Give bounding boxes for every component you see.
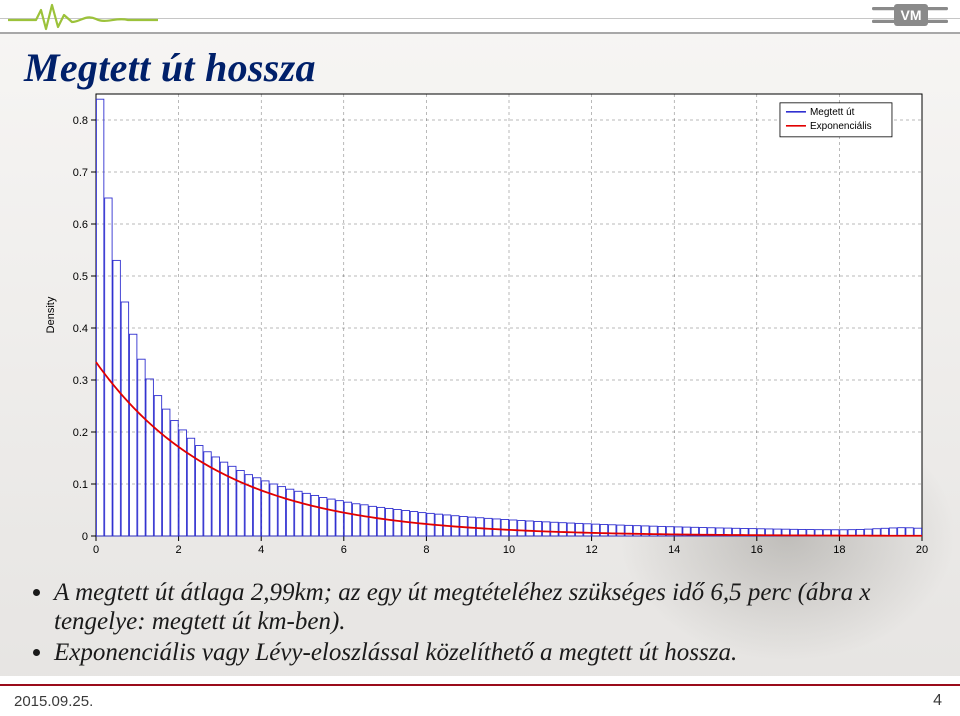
footer-date: 2015.09.25. (14, 693, 93, 710)
svg-text:18: 18 (833, 544, 845, 556)
notes-list: A megtett út átlaga 2,99km; az egy út me… (28, 578, 938, 669)
footer: 2015.09.25. 4 (0, 682, 960, 716)
svg-text:0: 0 (93, 544, 99, 556)
footer-rule (0, 684, 960, 686)
svg-text:Megtett út: Megtett út (810, 107, 855, 118)
svg-text:Density: Density (45, 296, 57, 333)
page-title: Megtett út hossza (24, 44, 316, 91)
svg-text:0.7: 0.7 (73, 167, 88, 179)
svg-text:VM: VM (901, 7, 922, 23)
svg-text:6: 6 (341, 544, 347, 556)
svg-text:0.5: 0.5 (73, 271, 88, 283)
svg-text:10: 10 (503, 544, 515, 556)
note-item: A megtett út átlaga 2,99km; az egy út me… (54, 578, 938, 636)
svg-text:0.3: 0.3 (73, 375, 88, 387)
svg-text:0.8: 0.8 (73, 115, 88, 127)
svg-text:8: 8 (423, 544, 429, 556)
svg-text:0.6: 0.6 (73, 219, 88, 231)
svg-text:0.2: 0.2 (73, 427, 88, 439)
density-chart: 0 2 4 6 8 10 12 14 16 18 20 0 0.1 0.2 0.3 0.4 0.5 0.6 0.7 0… (40, 86, 932, 564)
svg-text:0.1: 0.1 (73, 479, 88, 491)
svg-text:4: 4 (258, 544, 264, 556)
note-item: Exponenciális vagy Lévy-eloszlással köze… (54, 638, 938, 667)
svg-text:Exponenciális: Exponenciális (810, 121, 872, 132)
svg-text:12: 12 (585, 544, 597, 556)
svg-text:20: 20 (916, 544, 928, 556)
svg-text:14: 14 (668, 544, 680, 556)
svg-text:0: 0 (82, 531, 88, 543)
footer-page-number: 4 (933, 692, 942, 710)
pulse-decoration (8, 2, 158, 32)
svg-text:16: 16 (751, 544, 763, 556)
logo-vm: VM (872, 4, 948, 26)
svg-text:2: 2 (176, 544, 182, 556)
svg-text:0.4: 0.4 (73, 323, 88, 335)
